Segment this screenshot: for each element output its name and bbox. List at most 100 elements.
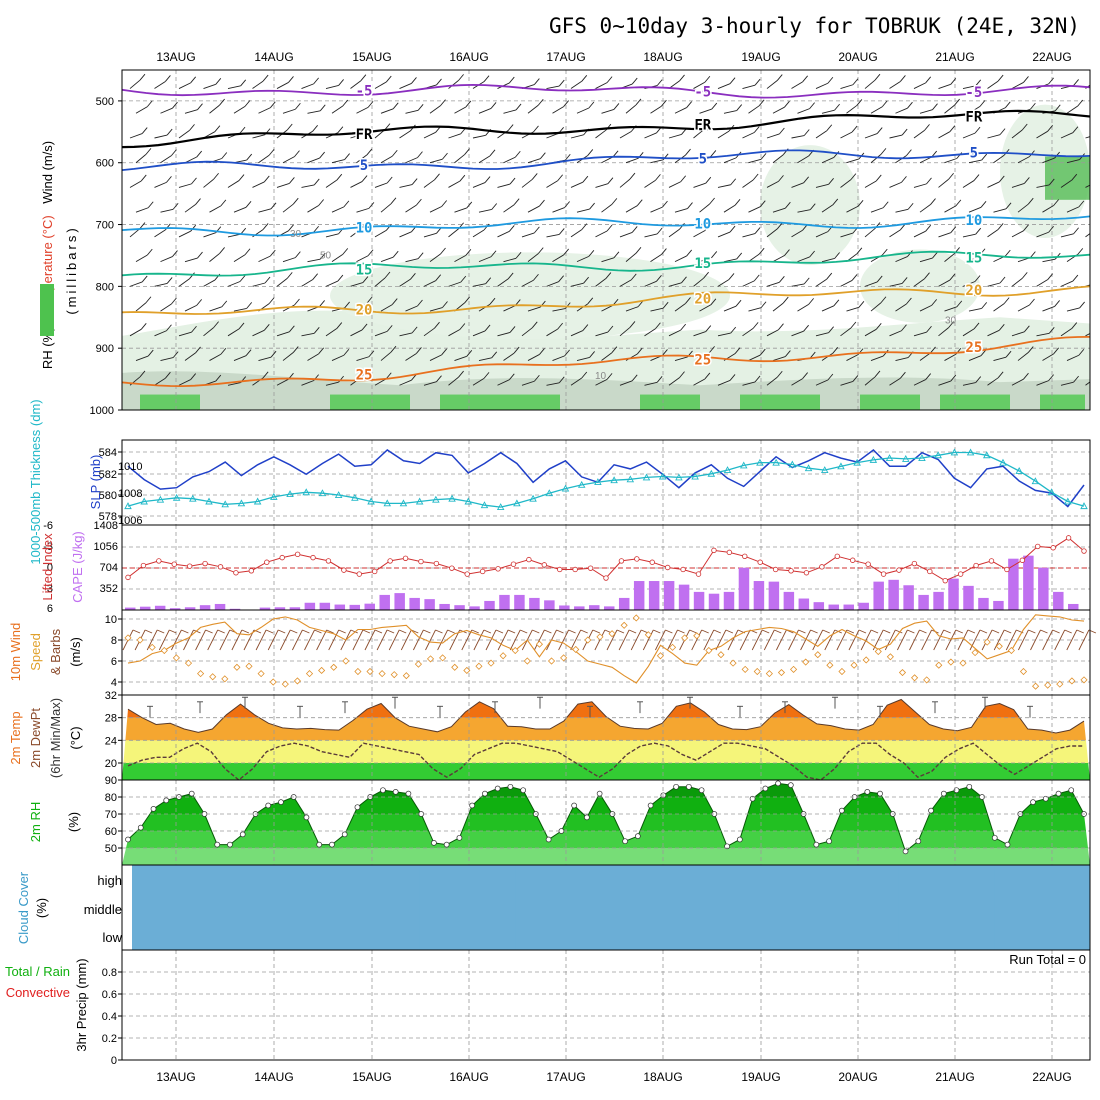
wind10m-speed-point <box>184 659 193 667</box>
wind-barb <box>644 179 656 188</box>
wind-barb <box>325 233 339 238</box>
wind-barb-flag <box>172 250 178 257</box>
wind10m-speed-point <box>342 657 350 665</box>
isotherm-label: 15 <box>356 262 373 278</box>
wind-barb <box>503 204 515 213</box>
cape-bar <box>813 602 825 610</box>
wind-barb <box>772 302 784 312</box>
wind10m-barb <box>691 629 703 651</box>
wind-barb-flag <box>900 371 906 379</box>
wind-barb <box>227 180 240 188</box>
lifted-index-point <box>510 561 517 567</box>
rh-shade-high <box>1045 156 1090 200</box>
rh2m-point <box>1055 790 1062 797</box>
wind-barb-flag <box>759 348 766 356</box>
wind-barb-flag <box>239 275 246 282</box>
y-tick-label: 28 <box>105 713 117 725</box>
wind-barb <box>576 208 590 213</box>
wind-barb <box>1036 231 1049 238</box>
wind10m-barb <box>533 629 545 651</box>
rh2m-point <box>265 802 272 809</box>
wind-barb-flag <box>1030 251 1036 258</box>
barbs-axis-label: & Barbs <box>48 628 63 675</box>
wind-barb-flag <box>948 172 954 180</box>
wind-barb <box>178 183 192 188</box>
speed-axis-label: Speed <box>28 633 43 671</box>
wind-barb <box>840 84 854 89</box>
wind-barb <box>552 207 565 213</box>
wind-barb-flag <box>392 250 399 258</box>
wind-barb-flag <box>410 272 416 280</box>
wind-barb <box>178 129 190 139</box>
panel-slp-frame <box>121 439 1091 526</box>
wind-barb <box>1011 278 1023 287</box>
y-tick-label: 0.4 <box>102 1011 117 1023</box>
wind-barb-flag <box>974 126 981 134</box>
thickness-point <box>966 448 975 456</box>
wind-barb-flag <box>564 349 570 357</box>
wind-barb <box>791 330 804 337</box>
y-tick-label: 50 <box>105 843 117 855</box>
lifted-index-point <box>757 559 763 565</box>
wind10m-barb <box>800 629 812 651</box>
wind-barb <box>497 379 510 386</box>
lifted-index-point <box>603 575 609 581</box>
rh2m-point <box>915 838 922 845</box>
wind-barb-flag <box>828 326 834 333</box>
wind-barb <box>650 254 662 263</box>
wind-barb-flag <box>1021 123 1028 131</box>
cape-bar <box>963 585 974 610</box>
wind10m-barb <box>969 629 981 651</box>
wind-barb-flag <box>386 325 393 332</box>
wind-barb-flag <box>367 249 374 257</box>
cloud-cover-block <box>706 865 804 950</box>
wind-barb <box>135 355 149 361</box>
wind-barb-flag <box>856 247 863 255</box>
wind-barb <box>546 281 559 287</box>
wind-barb <box>570 181 584 188</box>
wind-barb-flag <box>687 202 693 209</box>
wind-barb <box>625 157 639 164</box>
wind10m-barb-flag <box>568 629 576 634</box>
cape-bar <box>125 607 136 610</box>
wind10m-speed-point <box>511 646 519 655</box>
wind10m-barb-flag <box>955 629 963 634</box>
wind-barb-flag <box>244 248 251 256</box>
lifted-index-point <box>649 559 655 565</box>
wind-barb-flag <box>711 251 718 258</box>
wind-barb-flag <box>490 102 497 109</box>
wind-barb-flag <box>244 100 251 107</box>
wind10m-barb-flag <box>435 629 443 634</box>
wind-barb-flag <box>629 172 636 180</box>
wind-barb <box>282 203 294 213</box>
lifted-index-point <box>341 567 347 573</box>
rh2m-point <box>838 807 845 814</box>
thickness-point <box>253 497 262 505</box>
wind-barb-flag <box>139 370 146 378</box>
wind-barb-flag <box>464 296 470 304</box>
wind-barb-flag <box>1048 77 1054 85</box>
wind-barb <box>203 327 214 337</box>
wind-barb <box>356 207 370 213</box>
wind-barb <box>472 182 486 188</box>
wind10m-speed-point <box>390 671 398 679</box>
y-tick-label: 4 <box>111 677 117 689</box>
wind-barb-flag <box>901 277 908 284</box>
wind-barb-flag <box>948 321 954 328</box>
wind-barb-flag <box>434 173 440 181</box>
thickness-point <box>918 454 926 461</box>
y-tick-label: 6 <box>111 656 117 668</box>
wind-barb-flag <box>759 200 766 207</box>
wind-barb-flag <box>392 102 399 110</box>
wind-barb-flag <box>531 321 538 329</box>
wind-barb-flag <box>588 101 595 109</box>
wind-barb-flag <box>312 273 318 280</box>
isotherm-label: 25 <box>965 340 982 356</box>
wind-barb <box>503 305 516 312</box>
cape-bar <box>409 597 420 610</box>
wind-barb-flag <box>730 178 737 186</box>
rh-shade-high <box>940 394 1010 410</box>
wind-barb-flag <box>680 175 687 183</box>
wind-barb-flag <box>240 79 247 87</box>
wind-barb <box>864 133 878 139</box>
